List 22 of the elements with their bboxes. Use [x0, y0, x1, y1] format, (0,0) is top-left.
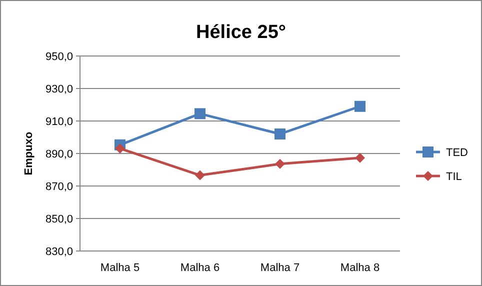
point	[354, 100, 366, 112]
y-tick-label: 870,0	[45, 181, 73, 193]
chart-title: Hélice 25°	[196, 22, 286, 43]
point	[275, 158, 285, 169]
legend-label: TED	[446, 147, 468, 159]
x-tick-label: Malha 8	[340, 262, 380, 274]
point	[115, 143, 125, 154]
point	[194, 108, 206, 120]
y-tick-label: 930,0	[45, 84, 73, 96]
y-tick-label: 830,0	[45, 246, 73, 258]
legend-label: TIL	[446, 171, 462, 183]
y-tick-label: 950,0	[45, 51, 73, 63]
point	[355, 152, 365, 163]
y-axis-title: Empuxo	[23, 132, 35, 176]
x-tick-label: Malha 7	[260, 262, 300, 274]
y-tick-label: 850,0	[45, 214, 73, 226]
y-tick-label: 910,0	[45, 116, 73, 128]
x-tick-label: Malha 5	[100, 262, 140, 274]
point	[195, 170, 205, 180]
point	[274, 128, 286, 140]
x-tick-label: Malha 6	[180, 262, 220, 274]
y-tick-label: 890,0	[45, 148, 73, 160]
